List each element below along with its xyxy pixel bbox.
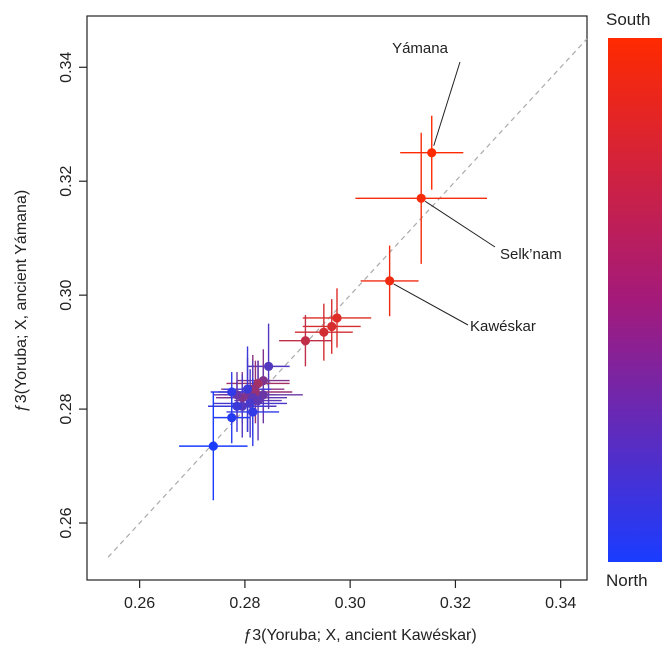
x-axis: 0.26 0.28 0.30 0.32 0.34: [124, 580, 576, 612]
annotation-label: Selk’nam: [500, 246, 562, 263]
y-tick-label: 0.32: [58, 166, 75, 197]
data-point: [385, 276, 395, 286]
data-point: [227, 387, 237, 397]
data-points: [208, 148, 437, 451]
x-tick-label: 0.28: [229, 595, 260, 612]
y-tick-label: 0.34: [58, 52, 75, 83]
colorbar-bottom-label: North: [606, 571, 648, 590]
data-point: [332, 313, 342, 323]
reference-diagonal-line: [107, 38, 588, 558]
y-axis-label: ƒ3(Yoruba; X, ancient Yámana): [13, 190, 30, 412]
data-point: [319, 327, 329, 337]
data-point: [232, 401, 242, 411]
data-point: [300, 336, 311, 346]
plot-frame: [86, 15, 588, 581]
x-axis-label: ƒ3(Yoruba; X, ancient Kawéskar): [243, 627, 476, 644]
x-tick-label: 0.34: [545, 595, 576, 612]
data-point: [242, 384, 253, 394]
x-tick-label: 0.26: [124, 595, 155, 612]
y-axis: 0.26 0.28 0.30 0.32 0.34: [58, 52, 87, 539]
data-point: [248, 407, 258, 417]
data-point: [427, 148, 437, 158]
point-annotations: Yámana Selk’nam Kawéskar: [392, 40, 562, 335]
error-bars: [179, 115, 487, 501]
data-point: [208, 441, 218, 451]
y-tick-label: 0.28: [58, 393, 75, 424]
y-tick-label: 0.26: [58, 507, 75, 538]
x-tick-label: 0.32: [440, 595, 471, 612]
annotation-label: Kawéskar: [470, 318, 536, 335]
annotation-label: Yámana: [392, 40, 449, 57]
data-point: [245, 398, 255, 408]
data-point: [416, 193, 426, 203]
y-tick-label: 0.30: [58, 279, 75, 310]
colorbar-top-label: South: [606, 10, 651, 29]
data-point: [253, 395, 263, 406]
annotation-leader-line: [393, 283, 469, 326]
x-tick-label: 0.30: [335, 595, 366, 612]
colorbar: [608, 38, 662, 562]
data-point: [227, 413, 237, 423]
data-point: [327, 321, 337, 332]
annotation-leader-line: [424, 200, 496, 248]
annotation-leader-line: [433, 61, 461, 146]
data-point: [263, 361, 274, 371]
